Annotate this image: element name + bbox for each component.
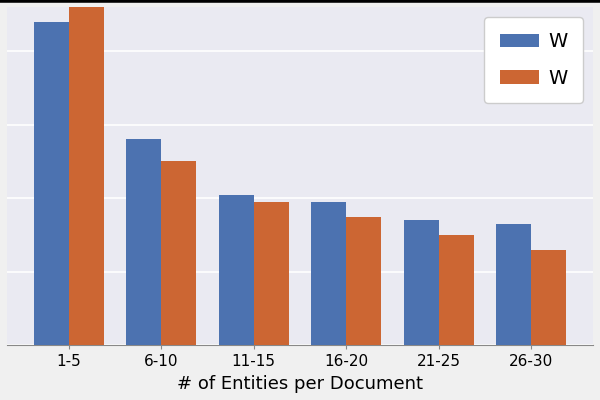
Bar: [218, 195, 254, 346]
Bar: [346, 217, 382, 346]
Bar: [531, 250, 566, 346]
Bar: [404, 220, 439, 346]
Bar: [69, 0, 104, 346]
Bar: [161, 162, 196, 346]
Bar: [439, 235, 474, 346]
Bar: [496, 224, 531, 346]
Bar: [311, 202, 346, 346]
Bar: [126, 140, 161, 346]
Bar: [254, 202, 289, 346]
Bar: [34, 22, 69, 346]
Legend: W, W: W, W: [484, 17, 583, 103]
X-axis label: # of Entities per Document: # of Entities per Document: [177, 375, 423, 393]
